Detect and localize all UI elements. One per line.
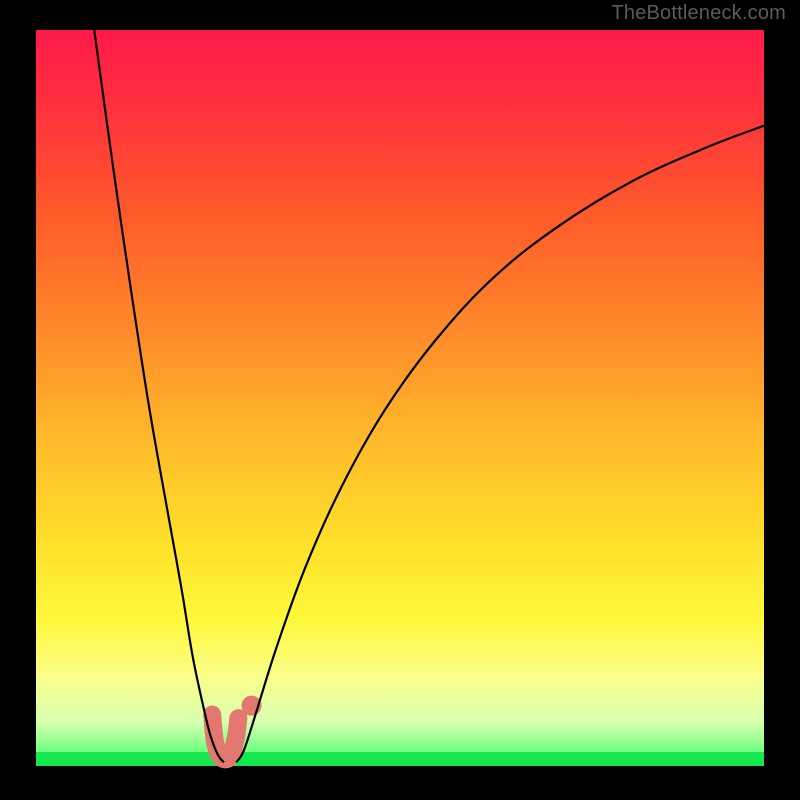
chart-stage: TheBottleneck.com [0,0,800,800]
gradient-background [36,30,764,766]
green-baseline-band [36,752,764,766]
watermark-text: TheBottleneck.com [611,2,786,25]
